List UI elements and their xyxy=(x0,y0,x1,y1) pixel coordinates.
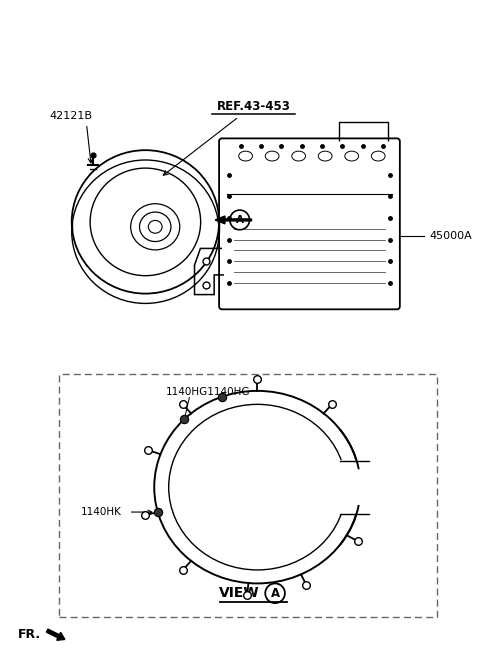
Ellipse shape xyxy=(168,404,346,570)
Ellipse shape xyxy=(154,391,360,584)
Text: A: A xyxy=(236,215,244,225)
Text: 42121B: 42121B xyxy=(49,111,92,121)
Text: 45000A: 45000A xyxy=(429,231,472,240)
Bar xyxy=(338,460,374,514)
Text: 1140HG1140HG: 1140HG1140HG xyxy=(166,386,251,396)
Text: A: A xyxy=(271,587,280,600)
FancyArrow shape xyxy=(47,629,65,641)
Text: VIEW: VIEW xyxy=(219,586,260,600)
Circle shape xyxy=(230,210,250,230)
Text: REF.43-453: REF.43-453 xyxy=(216,100,290,113)
Text: FR.: FR. xyxy=(18,628,41,641)
FancyArrow shape xyxy=(215,216,252,224)
Text: 1140HK: 1140HK xyxy=(81,507,121,517)
Ellipse shape xyxy=(148,221,162,233)
